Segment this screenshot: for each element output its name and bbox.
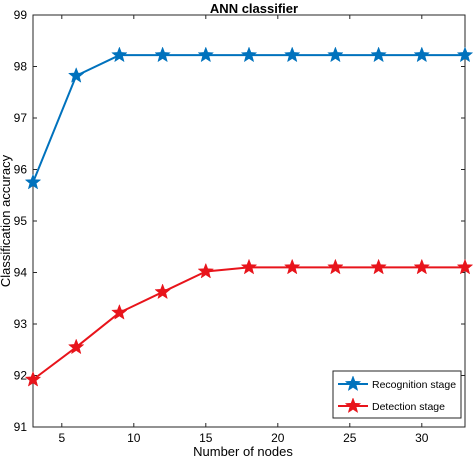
series-0-point-2 [111,46,128,63]
y-tick-label-94: 94 [14,266,28,280]
x-tick-label-15: 15 [199,431,213,445]
y-tick-label-92: 92 [14,369,28,383]
series-1-point-6 [283,258,301,275]
series-1-point-9 [413,258,431,275]
series-0-point-5 [240,46,258,63]
series-0-point-4 [197,46,215,63]
x-tick-label-25: 25 [343,431,357,445]
series-0-point-3 [154,46,171,63]
series-1-point-7 [327,258,344,275]
legend: Recognition stage Detection stage [332,370,462,419]
legend-marker-0 [344,375,362,392]
y-tick-label-99: 99 [14,8,28,22]
series-0-point-7 [327,46,344,63]
legend-label-1: Detection stage [372,401,445,413]
y-tick-label-98: 98 [14,60,28,74]
series-0-point-1 [67,67,85,83]
series-0-point-0 [24,173,42,190]
legend-label-0: Recognition stage [372,379,456,391]
series-1-point-5 [240,258,258,275]
series-1-point-2 [111,303,128,320]
x-axis: 5 10 15 20 25 30 [58,15,429,445]
x-tick-label-30: 30 [415,431,429,445]
series-1-point-1 [67,338,85,355]
series-layer [24,46,474,387]
series-1-point-10 [456,258,474,275]
y-tick-label-91: 91 [14,420,28,434]
x-tick-label-10: 10 [127,431,141,445]
x-axis-label: Number of nodes [193,444,293,458]
y-tick-label-95: 95 [14,214,28,228]
series-0-point-9 [413,46,431,63]
series-1-point-0 [24,370,42,387]
chart-title: ANN classifier [210,1,298,16]
y-tick-label-93: 93 [14,317,28,331]
series-0-point-10 [456,46,474,63]
x-tick-label-20: 20 [271,431,285,445]
series-1-point-3 [154,283,171,300]
series-1-point-4 [197,262,215,279]
y-axis-label: Classification accuracy [0,154,13,287]
x-tick-label-5: 5 [58,431,65,445]
y-tick-label-96: 96 [14,163,28,177]
y-tick-label-97: 97 [14,111,28,125]
series-0-point-8 [370,46,387,63]
series-1-point-8 [370,258,387,275]
legend-marker-1 [344,397,362,414]
series-0-point-6 [283,46,301,63]
